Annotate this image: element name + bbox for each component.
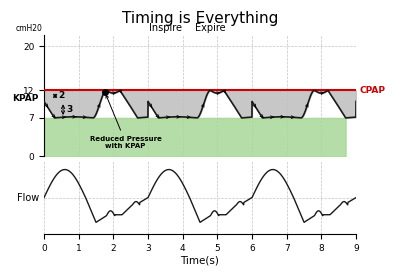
Text: cmH20: cmH20	[16, 24, 43, 33]
Text: Inspire: Inspire	[149, 23, 182, 33]
Text: Reduced Pressure
with KPAP: Reduced Pressure with KPAP	[90, 95, 162, 149]
Text: 2: 2	[58, 91, 65, 100]
Text: CPAP: CPAP	[360, 86, 386, 95]
Text: Flow: Flow	[16, 193, 39, 203]
Text: Expire: Expire	[195, 23, 226, 33]
X-axis label: Time(s): Time(s)	[180, 255, 220, 265]
Text: Timing is Everything: Timing is Everything	[122, 11, 278, 26]
Text: KPAP: KPAP	[12, 94, 39, 103]
Text: 3: 3	[66, 105, 73, 114]
